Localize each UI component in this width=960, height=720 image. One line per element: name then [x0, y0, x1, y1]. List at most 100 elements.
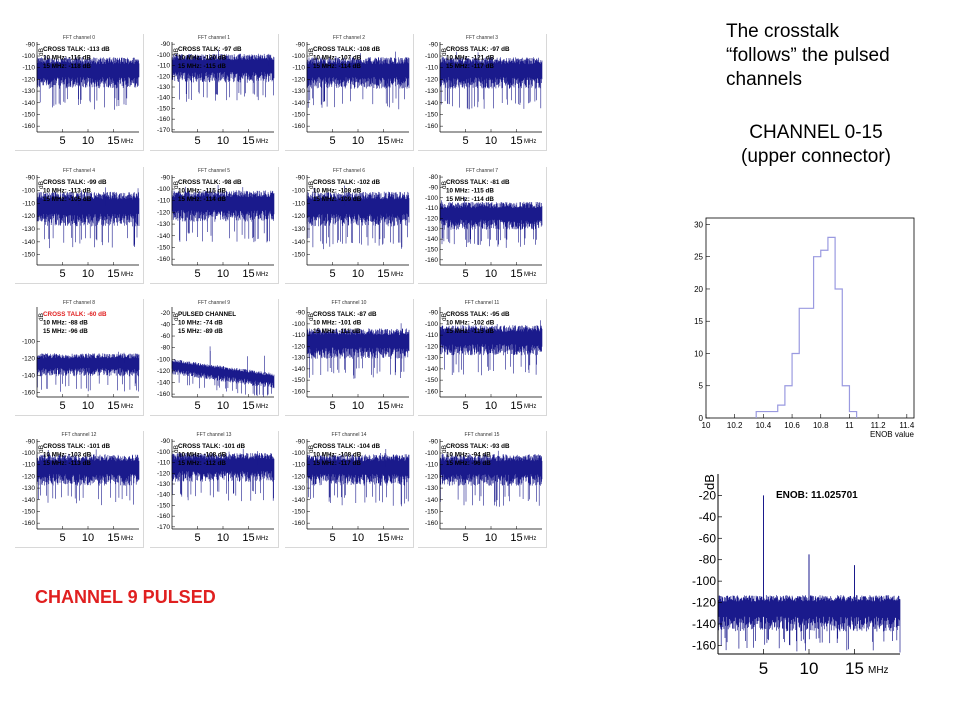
fft-panel-title: FFT channel 9 [197, 300, 231, 306]
y-tick-label: -90 [161, 174, 171, 181]
y-tick-label: -80 [161, 345, 171, 352]
y-tick-label: -150 [292, 252, 305, 259]
y-axis-label: dB [308, 313, 315, 321]
x-tick-label: 10 [217, 400, 229, 412]
annotation-line: CROSS TALK: -101 dB [43, 443, 111, 450]
y-tick-label: -140 [22, 239, 35, 246]
y-tick-label: -120 [22, 473, 35, 480]
spec-y-axis-label: dB [702, 474, 717, 490]
y-tick-label: -140 [157, 379, 170, 386]
y-axis-label: dB [38, 48, 45, 56]
fft-panel: FFT channel 13 -90 -100 -110 -120 -130 -140 -15… [150, 431, 279, 548]
y-tick-label: -130 [425, 88, 438, 95]
fft-panel-plot: -90 -100 -110 -120 -130 -140 -150 dB 5 10 15 MHz CRO… [292, 175, 410, 280]
y-tick-label: -120 [292, 473, 305, 480]
annotation-line: 15 MHz: -96 dB [446, 460, 491, 467]
hist-y-tick-label: 20 [694, 285, 703, 294]
spec-y-tick-label: -20 [699, 488, 717, 502]
y-tick-label: -100 [425, 195, 438, 202]
y-tick-label: -20 [161, 310, 171, 317]
y-tick-label: -150 [157, 244, 170, 251]
hist-x-tick-label: 11.2 [871, 421, 887, 430]
y-tick-label: -90 [26, 41, 36, 48]
y-tick-label: -140 [425, 497, 438, 504]
spec-y-tick-label: -160 [692, 638, 716, 652]
x-tick-label: 10 [485, 135, 497, 147]
channel-range-line1: CHANNEL 0-15 [749, 122, 883, 143]
y-tick-label: -150 [425, 377, 438, 384]
y-tick-label: -160 [22, 390, 35, 397]
y-tick-label: -130 [425, 355, 438, 362]
y-tick-label: -150 [292, 111, 305, 118]
hist-frame [705, 217, 915, 419]
x-tick-label: 5 [329, 268, 335, 280]
fft-panel-plot: -20 -40 -60 -80 -100 -120 -140 -160 dB 5 10 15 MHz PU… [157, 307, 275, 412]
fft-panel-title: FFT channel 10 [331, 300, 367, 306]
x-tick-label: 5 [462, 268, 468, 280]
annotation-line: 15 MHz: -112 dB [178, 460, 226, 467]
y-tick-label: -150 [157, 105, 170, 112]
y-axis-label: dB [38, 181, 45, 189]
y-tick-label: -160 [292, 520, 305, 527]
x-tick-label: 15 [377, 135, 389, 147]
x-tick-label: 15 [242, 532, 254, 544]
y-axis-label: dB [173, 313, 180, 321]
y-tick-label: -120 [157, 209, 170, 216]
annotation-line: 10 MHz: -108 dB [313, 188, 362, 195]
y-tick-label: -90 [161, 438, 171, 445]
x-unit-label: MHz [256, 404, 268, 410]
y-tick-label: -100 [292, 321, 305, 328]
y-tick-label: -150 [292, 377, 305, 384]
x-tick-label: 10 [217, 135, 229, 147]
channel-range-note: CHANNEL 0-15 (upper connector) [718, 121, 914, 169]
y-tick-label: -160 [157, 513, 170, 520]
enob-spectrum: -20 -40 -60 -80 -100 -120 -140 -160 dB 5 10 15 MHz EN… [680, 466, 910, 684]
annotation-line: 10 MHz: -120 dB [178, 55, 227, 62]
fft-panel-plot: -90 -100 -110 -120 -130 -140 -150 -160 -170 dB 5 10… [157, 438, 275, 544]
y-tick-label: -160 [157, 116, 170, 123]
annotation-line: 10 MHz: -107 dB [313, 55, 362, 62]
y-tick-label: -160 [425, 520, 438, 527]
y-axis-label: dB [441, 181, 448, 189]
x-unit-label: MHz [256, 139, 268, 145]
y-tick-label: -120 [425, 473, 438, 480]
fft-panel-plot: -100 -120 -140 -160 dB 5 10 15 MHz CROSS TALK: -6… [22, 307, 140, 412]
annotation-line: 15 MHz: -105 dB [43, 196, 92, 203]
x-unit-label: MHz [524, 404, 536, 410]
y-axis-label: dB [173, 181, 180, 189]
x-tick-label: 5 [59, 532, 65, 544]
y-tick-label: -140 [157, 95, 170, 102]
x-tick-label: 10 [82, 532, 94, 544]
y-tick-label: -160 [425, 257, 438, 264]
x-tick-label: 5 [194, 135, 200, 147]
annotation-line: 10 MHz: -94 dB [446, 452, 491, 459]
y-tick-label: -140 [292, 366, 305, 373]
x-unit-label: MHz [391, 536, 403, 542]
fft-panel-title: FFT channel 13 [196, 432, 232, 438]
y-tick-label: -140 [22, 100, 35, 107]
hist-y-tick-label: 25 [694, 253, 703, 262]
y-tick-label: -120 [22, 76, 35, 83]
y-tick-label: -80 [429, 174, 439, 181]
y-tick-label: -160 [157, 391, 170, 398]
y-tick-label: -130 [292, 226, 305, 233]
fft-panel-plot: -90 -100 -110 -120 -130 -140 -150 -160 dB 5 10 15 MH… [292, 307, 410, 412]
x-tick-label: 5 [194, 400, 200, 412]
x-tick-label: 5 [329, 532, 335, 544]
y-tick-label: -130 [425, 485, 438, 492]
y-tick-label: -140 [22, 373, 35, 380]
x-unit-label: MHz [524, 139, 536, 145]
spec-y-tick-label: -40 [699, 510, 717, 524]
x-tick-label: 15 [377, 400, 389, 412]
annotation-line: 15 MHz: -117 dB [446, 63, 494, 70]
annotation-line: 15 MHz: -114 dB [178, 196, 226, 203]
annotation-line: CROSS TALK: -101 dB [178, 443, 246, 450]
y-tick-label: -130 [292, 355, 305, 362]
x-tick-label: 5 [194, 532, 200, 544]
annotation-line: 10 MHz: -113 dB [43, 188, 91, 195]
fft-panel-plot: -90 -100 -110 -120 -130 -140 -150 -160 dB 5 10 15 MH… [425, 438, 543, 544]
fft-panel-plot: -90 -100 -110 -120 -130 -140 -150 -160 dB 5 10 15 MH… [157, 174, 275, 280]
fft-noise-trace [439, 201, 543, 248]
annotation-line: CROSS TALK: -97 dB [446, 46, 510, 53]
hist-y-tick-label: 5 [699, 382, 704, 391]
